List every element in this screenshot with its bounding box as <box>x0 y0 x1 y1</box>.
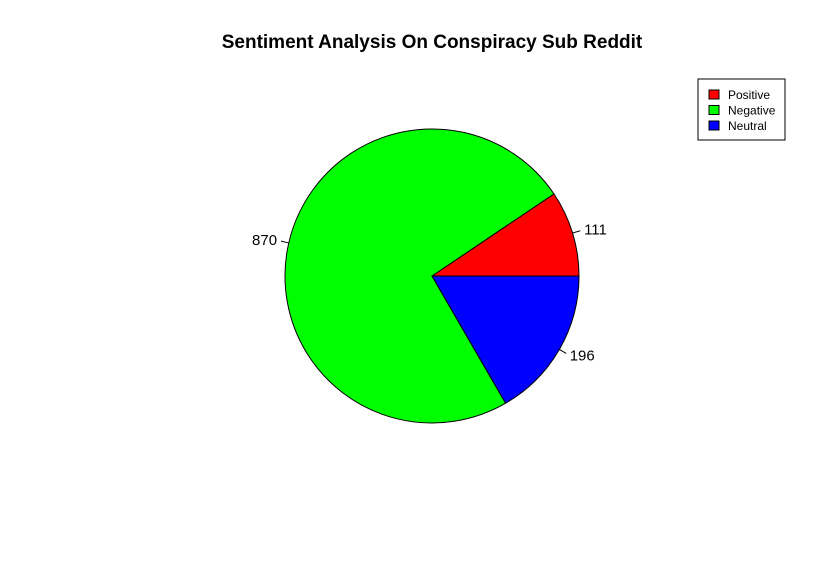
slice-label-negative: 870 <box>252 232 277 249</box>
legend-swatch-negative <box>708 105 720 115</box>
pie-slice-neutral <box>431 275 580 404</box>
legend-swatch-neutral <box>708 120 720 131</box>
slice-label-neutral: 196 <box>570 347 595 364</box>
label-tick-positive <box>572 230 581 234</box>
pie-labels: 111 870 196 <box>252 222 607 365</box>
legend-swatch-positive <box>708 89 720 100</box>
label-tick-neutral <box>559 349 567 354</box>
chart-title: Sentiment Analysis On Conspiracy Sub Red… <box>222 32 643 53</box>
label-tick-negative <box>280 240 289 244</box>
pie-slices <box>284 128 580 424</box>
legend-label-neutral: Neutral <box>728 119 767 133</box>
pie-slice-positive <box>430 193 580 277</box>
legend-label-negative: Negative <box>728 104 776 118</box>
slice-label-positive: 111 <box>584 222 607 239</box>
legend-label-positive: Positive <box>728 88 770 102</box>
